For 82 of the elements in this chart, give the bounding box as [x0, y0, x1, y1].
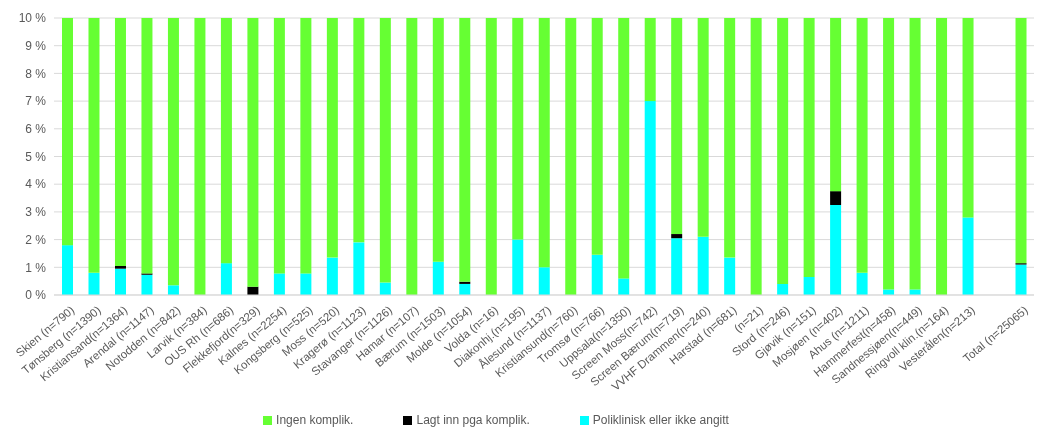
- bar: [750, 18, 762, 295]
- bar: [88, 18, 100, 273]
- bar: [697, 236, 709, 295]
- bar: [459, 283, 471, 295]
- y-tick-label: 2 %: [25, 232, 47, 247]
- bar: [353, 18, 365, 243]
- bar: [247, 18, 259, 287]
- bar: [141, 18, 153, 274]
- legend-label: Ingen komplik.: [276, 413, 354, 427]
- y-tick-label: 0 %: [25, 288, 47, 303]
- bar: [909, 289, 921, 295]
- bar: [803, 277, 815, 295]
- y-tick-label: 7 %: [25, 94, 47, 109]
- bar: [724, 18, 736, 258]
- bar: [62, 18, 73, 246]
- bar: [353, 242, 365, 295]
- y-tick-label: 5 %: [25, 149, 47, 164]
- bar: [644, 101, 656, 295]
- bar: [856, 18, 868, 273]
- bar: [565, 18, 577, 295]
- bar: [512, 18, 524, 240]
- bar: [1015, 18, 1027, 264]
- y-tick-label: 9 %: [25, 38, 47, 53]
- bar: [724, 257, 736, 295]
- bar: [591, 254, 603, 295]
- bar: [830, 191, 842, 205]
- bar: [326, 257, 338, 295]
- bar: [220, 263, 232, 295]
- bar: [114, 265, 126, 269]
- bar: [300, 18, 312, 274]
- bar: [962, 18, 974, 218]
- bar: [883, 18, 895, 290]
- bar: [936, 18, 948, 295]
- bar: [618, 18, 630, 279]
- bar: [167, 18, 179, 286]
- bar: [591, 18, 603, 255]
- bar: [114, 268, 126, 295]
- y-tick-label: 3 %: [25, 205, 47, 220]
- bar: [326, 18, 338, 258]
- bar: [538, 18, 550, 268]
- bar: [671, 238, 683, 295]
- bar: [671, 234, 683, 239]
- y-tick-label: 4 %: [25, 177, 47, 192]
- y-tick-label: 6 %: [25, 122, 47, 137]
- bar: [962, 217, 974, 295]
- bar: [777, 18, 789, 284]
- bar: [830, 204, 842, 295]
- bar: [220, 18, 232, 264]
- bar: [538, 267, 550, 295]
- bar: [141, 274, 153, 295]
- bar: [379, 18, 391, 283]
- bar: [883, 289, 895, 295]
- bar: [273, 18, 285, 274]
- bar: [856, 272, 868, 295]
- y-tick-label: 10 %: [18, 11, 47, 26]
- bar: [62, 245, 73, 295]
- bar: [432, 18, 444, 262]
- bar: [1015, 264, 1027, 295]
- bar: [273, 273, 285, 295]
- bar: [512, 239, 524, 295]
- bar: [909, 18, 921, 290]
- bar: [777, 283, 789, 295]
- bar: [830, 18, 842, 192]
- bar: [194, 18, 206, 295]
- bar: [300, 273, 312, 295]
- bar: [803, 18, 815, 277]
- y-tick-label: 8 %: [25, 66, 47, 81]
- bar: [671, 18, 683, 235]
- bar: [618, 278, 630, 295]
- bar: [167, 285, 179, 295]
- bar: [644, 18, 656, 102]
- bar: [459, 281, 471, 284]
- legend-label: Poliklinisk eller ikke angitt: [592, 413, 729, 427]
- bar: [114, 18, 126, 266]
- legend-label: Lagt inn pga komplik.: [416, 413, 530, 427]
- bar: [406, 18, 418, 295]
- y-tick-label: 1 %: [25, 260, 47, 275]
- bar: [432, 261, 444, 295]
- bar: [485, 18, 497, 295]
- bar: [88, 272, 100, 295]
- bar: [459, 18, 471, 282]
- bar: [697, 18, 709, 237]
